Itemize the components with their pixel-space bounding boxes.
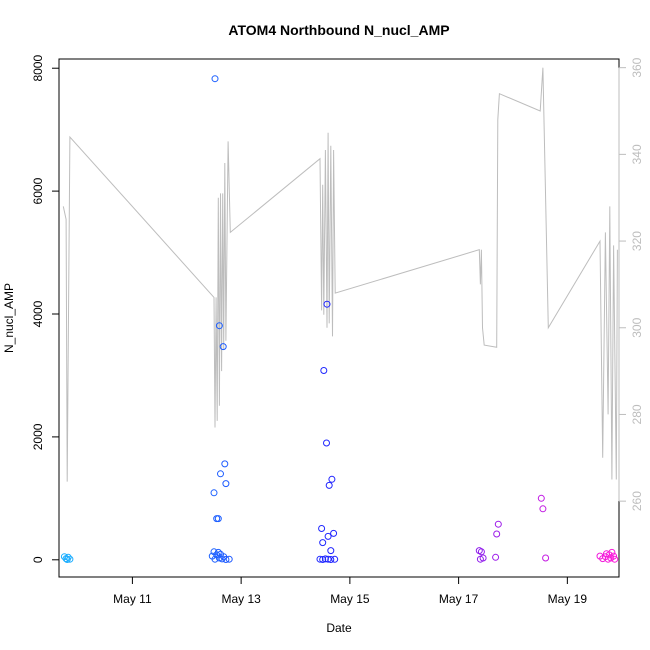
data-point-11 [219, 343, 227, 351]
y-axis: 0 2000 4000 6000 8000 [31, 55, 60, 563]
data-point-39 [327, 556, 335, 563]
data-point-16 [211, 555, 219, 563]
y-tick-label: 0 [31, 556, 45, 563]
x-tick-label: May 15 [330, 592, 370, 606]
data-point-10 [217, 470, 224, 478]
data-point-38 [324, 555, 332, 563]
line-series-0 [62, 67, 618, 482]
data-point-5 [211, 75, 219, 83]
data-point-8 [214, 515, 222, 523]
data-point-3 [64, 553, 72, 561]
y-axis-label: N_nucl_AMP [2, 283, 16, 353]
data-point-25 [318, 525, 326, 532]
x-tick-label: May 13 [221, 592, 261, 606]
data-point-40 [331, 555, 339, 563]
data-point-32 [328, 475, 336, 483]
x-tick-label: May 19 [548, 592, 588, 606]
y2-tick-label: 300 [630, 317, 644, 337]
y-tick-label: 6000 [31, 177, 45, 204]
data-point-45 [492, 553, 500, 561]
data-point-13 [222, 480, 230, 488]
data-point-6 [210, 489, 218, 497]
y2-tick-label: 280 [630, 404, 644, 424]
data-point-30 [325, 481, 333, 489]
data-point-44 [476, 555, 484, 563]
data-point-31 [327, 547, 335, 555]
data-point-42 [477, 548, 485, 556]
data-point-27 [320, 367, 328, 374]
x-axis: May 11 May 13 May 15 May 17 May 19 [113, 576, 588, 606]
data-point-29 [323, 300, 331, 308]
x-axis-label: Date [326, 621, 352, 635]
data-point-34 [324, 532, 332, 540]
data-point-36 [319, 556, 327, 563]
y2-axis: 260 280 300 320 340 360 [618, 57, 644, 511]
data-point-58 [608, 548, 616, 556]
y-tick-label: 2000 [31, 423, 45, 450]
data-point-21 [218, 555, 226, 563]
data-point-37 [321, 555, 329, 563]
y2-tick-label: 320 [630, 231, 644, 251]
data-point-9 [215, 322, 223, 330]
y2-tick-label: 360 [630, 57, 644, 77]
data-point-24 [225, 555, 233, 563]
data-point-59 [610, 552, 618, 560]
data-point-4 [66, 555, 74, 563]
line-layer [62, 67, 618, 482]
points-layer [60, 75, 619, 563]
plot-frame [58, 58, 620, 578]
data-point-48 [537, 494, 545, 502]
data-point-28 [323, 439, 330, 447]
data-point-46 [493, 530, 501, 538]
x-tick-label: May 11 [113, 592, 152, 606]
y-tick-label: 8000 [31, 55, 45, 82]
data-point-49 [539, 505, 547, 513]
data-point-47 [494, 520, 502, 528]
data-point-12 [221, 460, 229, 468]
y2-tick-label: 260 [630, 491, 644, 511]
chart-title: ATOM4 Northbound N_nucl_AMP [228, 22, 449, 38]
y2-tick-label: 340 [630, 144, 644, 164]
data-point-33 [330, 529, 338, 537]
y-tick-label: 4000 [31, 300, 45, 327]
data-point-26 [319, 539, 327, 547]
data-point-35 [316, 555, 324, 563]
x-tick-label: May 17 [439, 592, 479, 606]
data-point-50 [542, 554, 550, 562]
data-point-23 [222, 556, 230, 563]
data-point-60 [611, 555, 619, 563]
